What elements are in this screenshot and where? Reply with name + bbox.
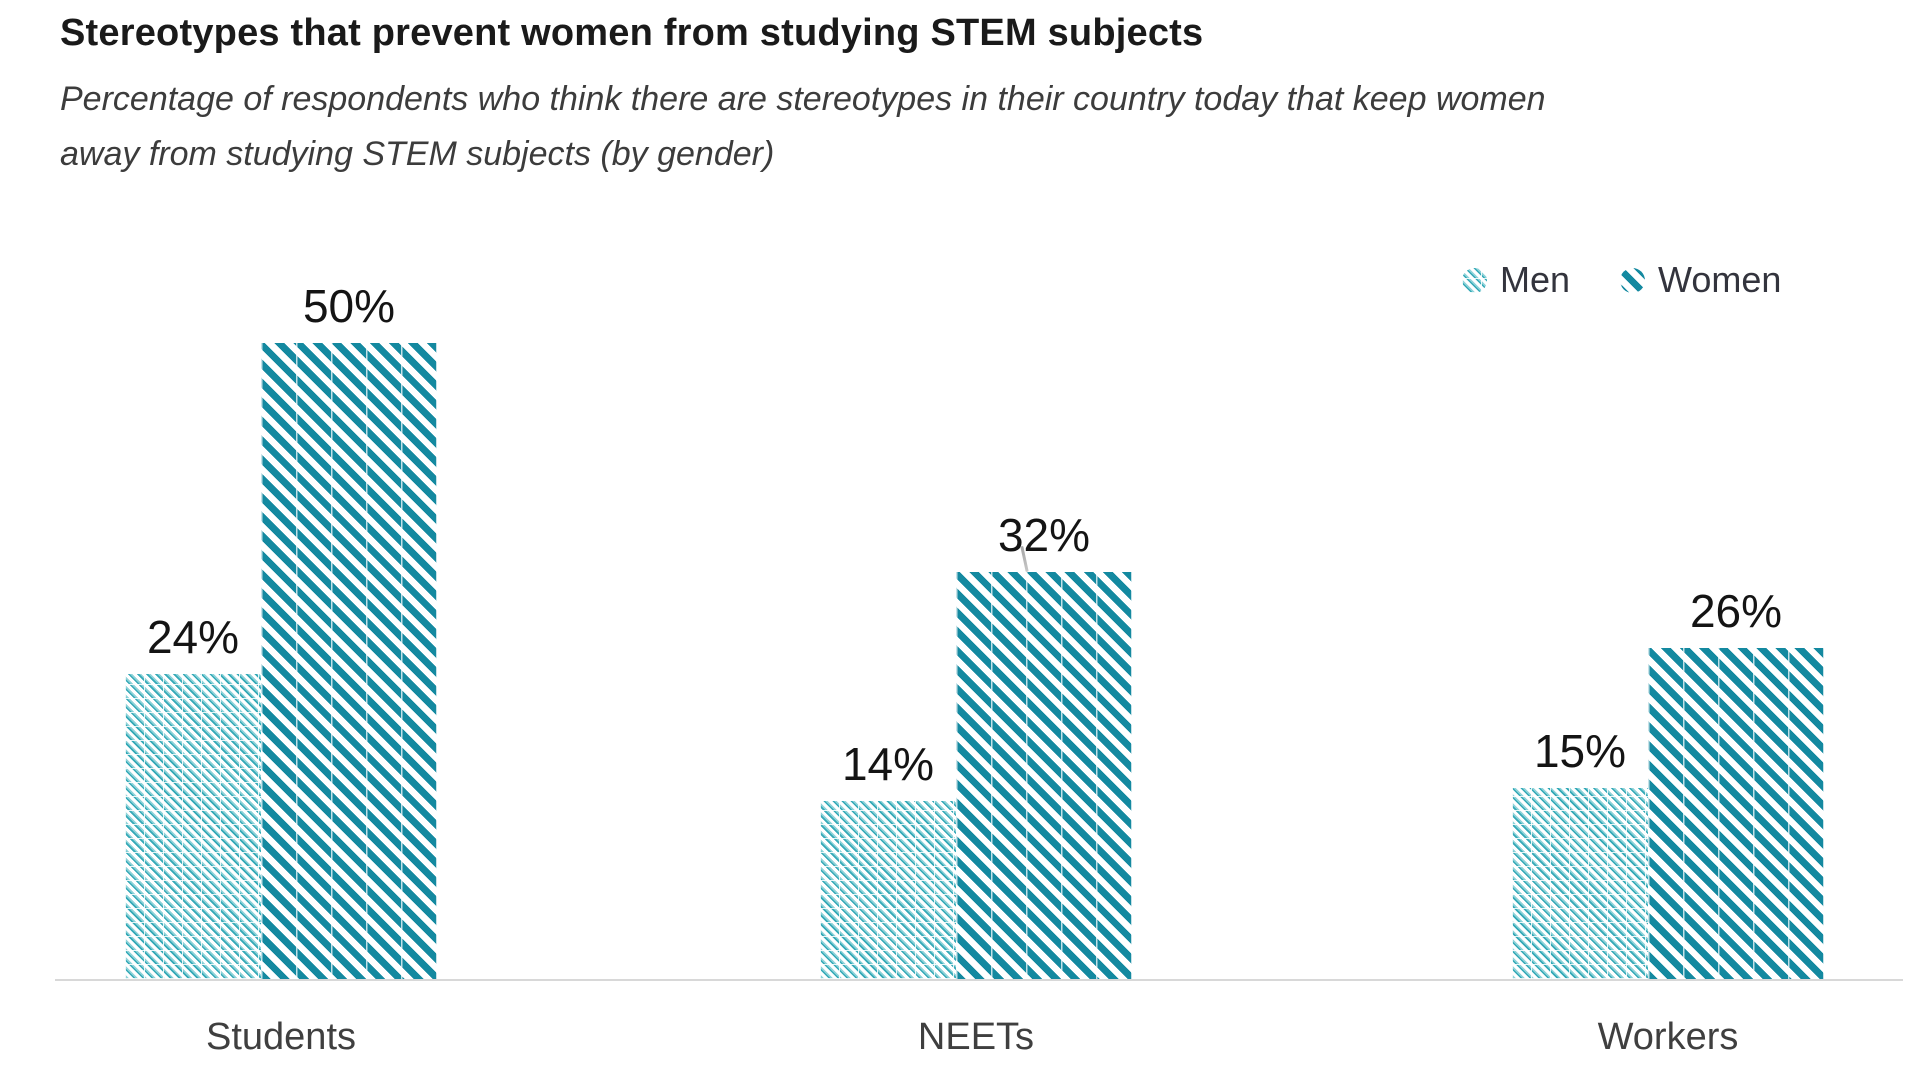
bar-women-neets[interactable] xyxy=(956,572,1132,979)
x-axis-label-students: Students xyxy=(206,1016,356,1058)
value-label-men-workers: 15% xyxy=(1533,725,1627,777)
x-axis-label-neets: NEETs xyxy=(917,1016,1035,1058)
value-label-women-neets: 32% xyxy=(997,509,1091,561)
bar-men-neets[interactable] xyxy=(820,801,956,979)
chart-subtitle: Percentage of respondents who think ther… xyxy=(60,79,1546,173)
x-axis-label-workers: Workers xyxy=(1597,1016,1739,1058)
value-label-men-neets: 14% xyxy=(841,738,935,790)
bar-women-workers[interactable] xyxy=(1648,648,1824,979)
legend: Men Women xyxy=(1462,262,1781,298)
bar-men-students[interactable] xyxy=(125,674,261,979)
women-stripe-swatch-icon xyxy=(1620,267,1646,293)
value-label-women-workers: 26% xyxy=(1689,585,1783,637)
chart-header: Stereotypes that prevent women from stud… xyxy=(60,10,1760,182)
x-axis-baseline xyxy=(55,979,1903,981)
value-label-women-students: 50% xyxy=(302,280,396,332)
legend-label-women: Women xyxy=(1658,259,1782,300)
legend-label-men: Men xyxy=(1500,259,1571,300)
value-label-men-students: 24% xyxy=(146,611,240,663)
legend-item-women[interactable]: Women xyxy=(1620,262,1781,298)
bar-women-students[interactable] xyxy=(261,343,437,979)
legend-item-men[interactable]: Men xyxy=(1462,262,1570,298)
bar-men-workers[interactable] xyxy=(1512,788,1648,979)
chart-title: Stereotypes that prevent women from stud… xyxy=(60,12,1204,54)
men-hatch-swatch-icon xyxy=(1462,267,1487,293)
